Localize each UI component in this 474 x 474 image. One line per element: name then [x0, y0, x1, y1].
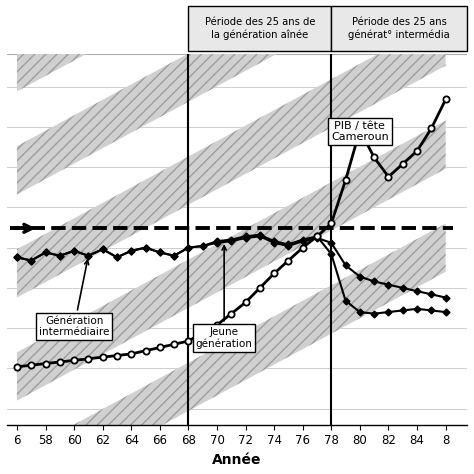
Text: Génération
intermédiaire: Génération intermédiaire	[39, 260, 109, 337]
Text: Jeune
génération: Jeune génération	[196, 246, 253, 349]
X-axis label: Année: Année	[212, 453, 262, 467]
Text: Période des 25 ans
générat° intermédia: Période des 25 ans générat° intermédia	[348, 18, 450, 39]
Text: Période des 25 ans de
la génération aînée: Période des 25 ans de la génération aîné…	[205, 18, 315, 39]
FancyBboxPatch shape	[189, 6, 331, 51]
Text: PIB / tête
Cameroun: PIB / tête Cameroun	[331, 121, 389, 143]
Polygon shape	[17, 223, 446, 474]
Polygon shape	[17, 0, 446, 91]
Polygon shape	[17, 18, 446, 298]
FancyBboxPatch shape	[331, 6, 467, 51]
Polygon shape	[17, 120, 446, 401]
Polygon shape	[17, 0, 446, 194]
